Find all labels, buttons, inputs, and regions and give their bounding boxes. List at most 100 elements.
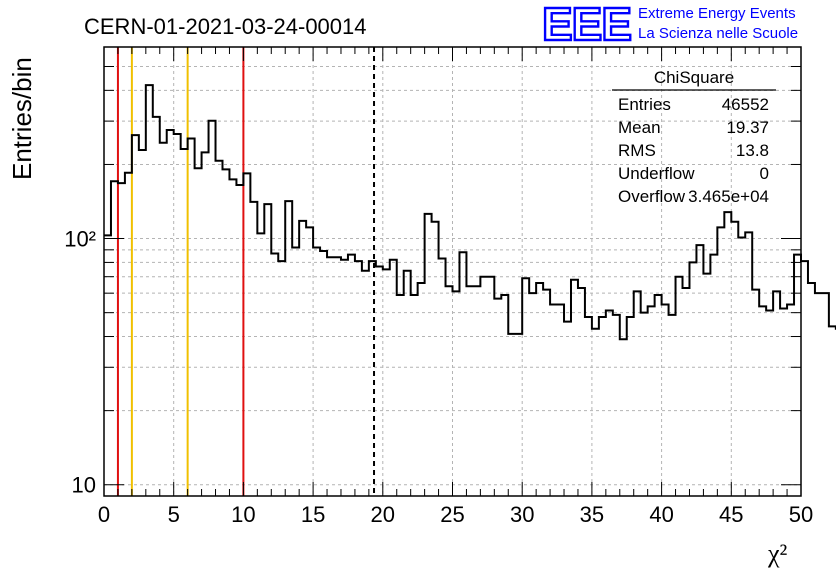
- histogram-bin: [397, 295, 404, 496]
- histogram-bin: [453, 291, 460, 496]
- histogram-bin: [167, 130, 174, 496]
- histogram-bin: [292, 247, 299, 496]
- histogram-bin: [752, 290, 759, 496]
- histogram-bin: [466, 286, 473, 496]
- histogram-bin: [153, 117, 160, 496]
- histogram-bin: [369, 261, 376, 496]
- histogram-bin: [494, 299, 501, 496]
- y-tick-labels: 10 10²: [64, 227, 96, 498]
- logo-line-1: Extreme Energy Events: [638, 5, 796, 22]
- histogram-bin: [515, 334, 522, 496]
- histogram-bin: [473, 286, 480, 496]
- histogram-bin: [620, 339, 627, 496]
- histogram-bin: [822, 293, 829, 496]
- histogram-bin: [536, 283, 543, 496]
- stats-label: Mean: [618, 118, 661, 137]
- histogram-bin: [236, 185, 243, 496]
- histogram-bin: [425, 214, 432, 496]
- histogram-bin: [181, 149, 188, 496]
- histogram-bin: [557, 304, 564, 496]
- x-tick-label: 45: [719, 502, 743, 527]
- histogram-bin: [578, 288, 585, 496]
- logo-line-2: La Scienza nelle Scuole: [638, 25, 798, 42]
- chart-title: CERN-01-2021-03-24-00014: [84, 14, 367, 39]
- histogram-bin: [306, 227, 313, 496]
- histogram-bin: [634, 291, 641, 496]
- stats-label: Underflow: [618, 164, 695, 183]
- x-tick-label: 10: [231, 502, 255, 527]
- histogram-bin: [787, 304, 794, 496]
- x-tick-label: 35: [580, 502, 604, 527]
- histogram-bin: [174, 134, 181, 496]
- histogram-bin: [271, 253, 278, 496]
- histogram-bin: [773, 291, 780, 496]
- histogram-bin: [522, 278, 529, 496]
- histogram-bin: [320, 251, 327, 496]
- x-tick-label: 0: [98, 502, 110, 527]
- histogram-bin: [404, 271, 411, 496]
- histogram-outline: [104, 84, 836, 341]
- histogram-bin: [655, 295, 662, 496]
- y-axis-label: Entries/bin: [7, 57, 37, 180]
- histogram-bin: [285, 201, 292, 496]
- histogram-bin: [418, 283, 425, 496]
- histogram-bin: [229, 179, 236, 496]
- histogram-bin: [104, 235, 111, 496]
- stats-value: 13.8: [736, 141, 769, 160]
- histogram-bin: [125, 173, 132, 496]
- histogram-bin: [355, 261, 362, 496]
- x-axis-label: χ²: [767, 539, 788, 568]
- histogram-bin: [299, 221, 306, 496]
- stats-value: 46552: [722, 95, 769, 114]
- x-tick-label: 40: [649, 502, 673, 527]
- histogram-bin: [766, 311, 773, 496]
- histogram-bin: [683, 288, 690, 496]
- stats-box: ChiSquare Entries 46552 Mean 19.37 RMS 13.8 Un…: [612, 68, 776, 206]
- histogram-bin: [334, 257, 341, 496]
- stats-rows: Entries 46552 Mean 19.37 RMS 13.8 Underflow 0 Ov…: [618, 95, 769, 206]
- histogram-bin: [264, 204, 271, 496]
- histogram-bin: [745, 232, 752, 496]
- histogram-bin: [550, 304, 557, 496]
- histogram-bin: [829, 326, 836, 496]
- stats-value: 3.465e+04: [688, 187, 769, 206]
- histogram-bin: [710, 255, 717, 496]
- y-tick-label: 10: [72, 473, 96, 498]
- histogram-bin: [731, 222, 738, 496]
- histogram-bin: [348, 255, 355, 496]
- histogram-bin: [257, 233, 264, 496]
- grid: [104, 47, 801, 496]
- histogram-bin: [759, 306, 766, 496]
- histogram-bin: [808, 283, 815, 496]
- histogram-bin: [446, 286, 453, 496]
- histogram-bin: [376, 267, 383, 496]
- histogram-bin: [717, 227, 724, 496]
- x-tick-labels: 0 5 10 15 20 25 30 35 40 45 50: [98, 502, 813, 527]
- axis-ticks: [103, 47, 802, 496]
- histogram-bin: [313, 247, 320, 496]
- histogram-bin: [501, 295, 508, 496]
- histogram-bin: [571, 280, 578, 496]
- histogram-bin: [585, 317, 592, 496]
- histogram-bin: [780, 308, 787, 496]
- stats-value: 19.37: [726, 118, 769, 137]
- histogram-bin: [696, 245, 703, 496]
- histogram-bin: [627, 317, 634, 496]
- histogram-bin: [508, 334, 515, 496]
- histogram-bin: [432, 222, 439, 496]
- histogram-bin: [390, 260, 397, 496]
- histogram-bin: [669, 315, 676, 496]
- histogram-bin: [606, 311, 613, 496]
- histogram-bin: [341, 260, 348, 496]
- x-tick-label: 50: [789, 502, 813, 527]
- histogram-bin: [250, 202, 257, 496]
- histogram-bin: [564, 322, 571, 496]
- histogram-bin: [801, 261, 808, 496]
- histogram-bin: [641, 313, 648, 496]
- histogram-bin: [383, 269, 390, 496]
- histogram-bin: [160, 143, 167, 496]
- histogram-bin: [202, 152, 209, 496]
- stats-label: Overflow: [618, 187, 686, 206]
- histogram-bin: [676, 277, 683, 496]
- reference-lines: [116, 47, 376, 496]
